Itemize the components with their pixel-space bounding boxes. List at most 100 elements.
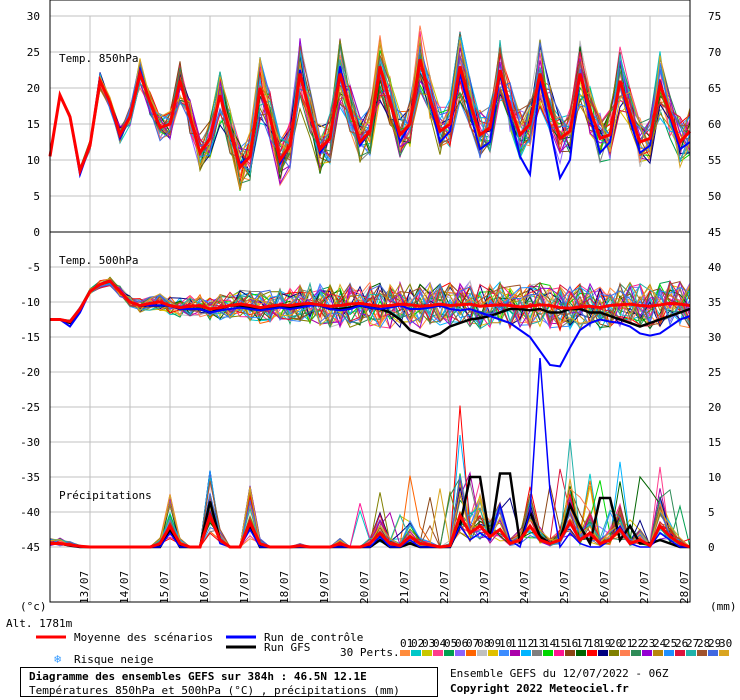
pert-25-850-line — [49, 36, 691, 174]
date-tick-label: 17/07 — [238, 571, 251, 604]
legend: Moyenne des scénarios Run de contrôle Ru… — [36, 631, 732, 666]
tick-label-precip-right: 15 — [708, 436, 721, 449]
pert-number-02: 02 — [411, 637, 424, 650]
pert-swatch-12 — [521, 650, 531, 656]
tick-label-precip-right: 40 — [708, 261, 721, 274]
snowflake-icon: ❄ — [54, 652, 61, 666]
pert-swatch-17 — [576, 650, 586, 656]
tick-label-850-left: 15 — [27, 118, 40, 131]
unit-left: (°c) — [20, 600, 47, 613]
tick-label-precip-right: 45 — [708, 226, 721, 239]
pert-swatch-20 — [609, 650, 619, 656]
perturbation-legend: 0102030405060708091011121314151617181920… — [400, 637, 732, 656]
tick-label-500-left: -10 — [20, 296, 40, 309]
pert-swatch-01 — [400, 650, 410, 656]
tick-label-precip-right: 25 — [708, 366, 721, 379]
tick-label-850-right: 60 — [708, 118, 721, 131]
pert-number-12: 12 — [521, 637, 534, 650]
pert-22-500-line — [49, 282, 691, 329]
pert-swatch-18 — [587, 650, 597, 656]
run-info: Ensemble GEFS du 12/07/2022 - 06Z — [450, 667, 669, 680]
pert-number-25: 25 — [664, 637, 677, 650]
tick-label-850-right: 70 — [708, 46, 721, 59]
tick-label-precip-right: 20 — [708, 401, 721, 414]
date-tick-label: 28/07 — [678, 571, 691, 604]
pert-number-14: 14 — [543, 637, 557, 650]
legend-perts-label: 30 Perts. — [340, 646, 400, 659]
pert-30-500-line — [49, 278, 691, 329]
pert-swatch-25 — [664, 650, 674, 656]
date-tick-label: 24/07 — [518, 571, 531, 604]
control-precip-line — [50, 357, 690, 549]
date-tick-label: 13/07 — [78, 571, 91, 604]
pert-number-23: 23 — [642, 637, 655, 650]
legend-control-label: Run de contrôle — [264, 631, 363, 644]
tick-label-precip-right: 35 — [708, 296, 721, 309]
mean-500-line — [50, 279, 691, 324]
pert-swatch-14 — [543, 650, 553, 656]
series-precipitation — [49, 357, 691, 549]
unit-right: (mm) — [710, 600, 737, 613]
tick-label-850-left: 5 — [33, 190, 40, 203]
pert-swatch-15 — [554, 650, 564, 656]
tick-label-850-right: 65 — [708, 82, 721, 95]
date-tick-label: 20/07 — [358, 571, 371, 604]
date-tick-label: 16/07 — [198, 571, 211, 604]
pert-swatch-29 — [708, 650, 718, 656]
pert-number-05: 05 — [444, 637, 457, 650]
pert-swatch-07 — [466, 650, 476, 656]
pert-swatch-10 — [499, 650, 509, 656]
pert-swatch-23 — [642, 650, 652, 656]
series-850hpa — [48, 25, 692, 191]
pert-number-26: 26 — [675, 637, 688, 650]
pert-number-21: 21 — [620, 637, 633, 650]
tick-label-850-left: 20 — [27, 82, 40, 95]
pert-swatch-30 — [719, 650, 729, 656]
tick-label-500-left: -30 — [20, 436, 40, 449]
pert-number-19: 19 — [598, 637, 611, 650]
date-tick-label: 14/07 — [118, 571, 131, 604]
tick-label-850-right: 50 — [708, 190, 721, 203]
tick-label-500-left: -5 — [27, 261, 40, 274]
legend-snow-label: Risque neige — [74, 653, 153, 666]
pert-number-07: 07 — [466, 637, 479, 650]
pert-18-500-line — [49, 278, 691, 332]
copyright: Copyright 2022 Meteociel.fr — [450, 682, 629, 695]
tick-label-precip-right: 0 — [708, 541, 715, 554]
pert-number-30: 30 — [719, 637, 732, 650]
tick-label-500-left: -40 — [20, 506, 40, 519]
pert-22-850-line — [49, 43, 691, 185]
pert-number-15: 15 — [554, 637, 567, 650]
control-500-line — [50, 279, 691, 368]
pert-swatch-16 — [565, 650, 575, 656]
pert-number-20: 20 — [609, 637, 622, 650]
pert-swatch-08 — [477, 650, 487, 656]
pert-25-500-line — [49, 283, 691, 329]
pert-number-24: 24 — [653, 637, 667, 650]
pert-swatch-27 — [686, 650, 696, 656]
footer-subtitle: Températures 850hPa et 500hPa (°C) , pré… — [29, 684, 400, 697]
mean-850-line — [48, 58, 692, 177]
legend-gfs-label: Run GFS — [264, 641, 310, 654]
pert-number-08: 08 — [477, 637, 490, 650]
tick-label-500-left: -35 — [20, 471, 40, 484]
pert-number-28: 28 — [697, 637, 710, 650]
tick-label-500-left: -20 — [20, 366, 40, 379]
date-tick-label: 26/07 — [598, 571, 611, 604]
axes: 302520151050757065605550-5-10-15-20-25-3… — [20, 0, 721, 604]
altitude-label: Alt. 1781m — [6, 617, 73, 630]
pert-number-06: 06 — [455, 637, 468, 650]
pert-number-27: 27 — [686, 637, 699, 650]
pert-number-01: 01 — [400, 637, 413, 650]
pert-30-850-line — [49, 36, 691, 176]
pert-number-09: 09 — [488, 637, 501, 650]
tick-label-850-left: 0 — [33, 226, 40, 239]
footer-title: Diagramme des ensembles GEFS sur 384h : … — [29, 670, 367, 683]
pert-number-29: 29 — [708, 637, 721, 650]
pert-29-500-line — [49, 283, 691, 328]
tick-label-precip-right: 5 — [708, 506, 715, 519]
pert-number-22: 22 — [631, 637, 644, 650]
pert-27-500-line — [49, 278, 691, 330]
pert-number-13: 13 — [532, 637, 545, 650]
pert-swatch-04 — [433, 650, 443, 656]
